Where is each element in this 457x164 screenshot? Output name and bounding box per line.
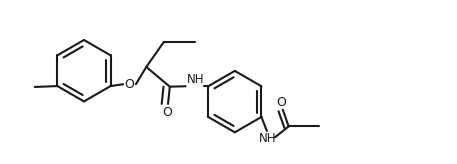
Text: O: O <box>276 95 286 109</box>
Text: O: O <box>125 78 134 91</box>
Text: O: O <box>162 106 172 119</box>
Text: NH: NH <box>186 73 204 86</box>
Text: NH: NH <box>259 132 276 145</box>
